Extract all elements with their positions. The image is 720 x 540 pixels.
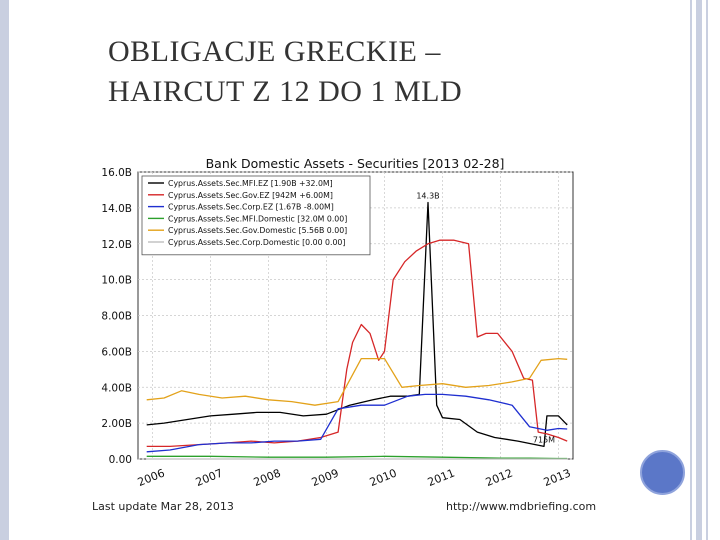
- legend-label: Cyprus.Assets.Sec.MFI.EZ [1.90B +32.0M]: [168, 179, 333, 188]
- y-tick-label: 8.00B: [101, 311, 132, 323]
- legend-label: Cyprus.Assets.Sec.Gov.EZ [942M +6.00M]: [168, 191, 333, 200]
- y-tick-label: 6.00B: [101, 346, 132, 358]
- slide-title-line-2: HAIRCUT Z 12 DO 1 MLD: [108, 75, 463, 108]
- source-url-text: http://www.mdbriefing.com: [446, 500, 597, 513]
- slide-title: OBLIGACJE GRECKIE – HAIRCUT Z 12 DO 1 ML…: [108, 32, 668, 112]
- y-tick-label: 2.00B: [101, 418, 132, 430]
- right-decorative-bars: [690, 0, 720, 540]
- legend-label: Cyprus.Assets.Sec.Gov.Domestic [5.56B 0.…: [168, 226, 347, 235]
- legend-label: Cyprus.Assets.Sec.Corp.Domestic [0.00 0.…: [168, 238, 345, 247]
- x-tick-label: 2007: [194, 466, 225, 489]
- series-line-3: [146, 393, 568, 453]
- chart-title: Bank Domestic Assets - Securities [2013 …: [206, 156, 505, 171]
- legend-label: Cyprus.Assets.Sec.MFI.Domestic [32.0M 0.…: [168, 214, 347, 223]
- slide-title-line-1: OBLIGACJE GRECKIE –: [108, 35, 441, 68]
- decorative-circle: [640, 450, 685, 495]
- legend-label: Cyprus.Assets.Sec.Corp.EZ [1.67B -8.00M]: [168, 203, 334, 212]
- chart-annotation: 14.3B: [416, 191, 439, 200]
- y-tick-label: 10.0B: [101, 275, 132, 287]
- x-tick-label: 2009: [310, 466, 341, 489]
- x-tick-label: 2006: [136, 466, 167, 489]
- series-line-4: [146, 455, 568, 460]
- y-tick-label: 16.0B: [101, 167, 132, 179]
- right-bar-thick: [696, 0, 702, 540]
- y-tick-label: 0.00: [109, 454, 132, 466]
- chart-annotation: 715M: [533, 435, 555, 444]
- series-line-5: [146, 357, 568, 406]
- securities-line-chart: Bank Domestic Assets - Securities [2013 …: [101, 156, 574, 489]
- y-tick-label: 4.00B: [101, 382, 132, 394]
- series-line-2: [146, 239, 568, 448]
- right-bar-thin-2: [706, 0, 708, 540]
- y-tick-label: 14.0B: [101, 203, 132, 215]
- x-tick-label: 2011: [426, 466, 457, 489]
- x-tick-label: 2012: [484, 466, 515, 489]
- x-tick-label: 2013: [542, 466, 573, 489]
- left-decorative-bar: [0, 0, 9, 540]
- last-update-text: Last update Mar 28, 2013: [92, 500, 234, 513]
- x-tick-label: 2010: [368, 466, 399, 489]
- right-bar-thin-1: [690, 0, 692, 540]
- legend-box: [141, 175, 371, 256]
- x-tick-label: 2008: [252, 466, 283, 489]
- y-tick-label: 12.0B: [101, 239, 132, 251]
